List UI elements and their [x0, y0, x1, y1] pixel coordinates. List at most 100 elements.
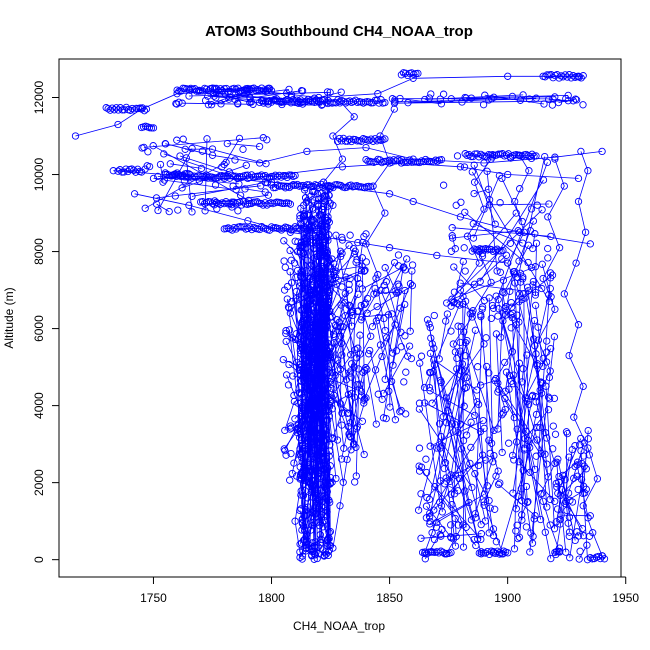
series-line	[407, 97, 537, 104]
data-point	[310, 98, 319, 106]
data-point	[257, 171, 266, 179]
data-point	[284, 199, 293, 207]
data-point	[340, 97, 348, 106]
data-point	[439, 413, 447, 421]
data-point	[363, 294, 372, 303]
series-line	[583, 430, 589, 487]
series-line	[304, 208, 313, 284]
series-line	[420, 533, 482, 539]
data-point	[358, 285, 367, 293]
data-point	[197, 164, 206, 173]
data-point	[560, 182, 568, 190]
series-line	[521, 281, 534, 382]
data-point	[475, 153, 483, 161]
series-line	[506, 372, 532, 534]
data-point	[321, 198, 329, 206]
data-point	[291, 259, 299, 267]
series-line	[227, 143, 260, 147]
data-point	[387, 377, 396, 386]
data-point	[286, 246, 294, 255]
data-point	[292, 295, 300, 303]
data-point	[201, 96, 210, 105]
data-point	[552, 479, 560, 488]
data-point	[447, 548, 455, 557]
data-point	[461, 208, 469, 216]
series-line	[300, 274, 317, 381]
data-point	[455, 474, 463, 483]
data-point	[350, 113, 358, 121]
data-point	[263, 136, 271, 144]
data-point	[380, 314, 388, 323]
data-point	[198, 198, 207, 206]
data-point	[188, 192, 196, 201]
data-point	[456, 213, 465, 221]
data-point	[172, 99, 180, 108]
data-point	[555, 74, 563, 82]
data-point	[149, 174, 158, 183]
data-point	[275, 97, 283, 105]
data-point	[561, 499, 569, 508]
series-line	[488, 297, 494, 462]
series-line	[143, 137, 264, 148]
data-point	[396, 304, 405, 312]
data-point	[327, 380, 335, 388]
data-point	[550, 394, 559, 403]
series-line	[454, 518, 457, 537]
data-point	[360, 396, 368, 404]
series-line	[318, 210, 326, 231]
series-line	[433, 359, 478, 391]
data-point	[439, 181, 448, 189]
series-line	[352, 242, 364, 312]
data-point	[585, 451, 593, 459]
data-point	[332, 280, 340, 288]
series-line	[322, 271, 334, 274]
data-point	[468, 247, 476, 255]
series-line	[424, 158, 492, 553]
data-point	[469, 307, 477, 315]
series-line	[451, 235, 456, 249]
data-point	[161, 140, 170, 148]
data-point	[409, 197, 417, 206]
series-line	[366, 369, 377, 425]
data-point	[538, 284, 546, 293]
data-point	[324, 213, 332, 221]
series-line	[480, 316, 492, 444]
data-point	[566, 554, 574, 562]
data-point	[426, 517, 434, 526]
data-point	[351, 478, 359, 486]
data-point	[545, 395, 554, 403]
data-point	[495, 171, 504, 180]
y-tick-label: 6000	[32, 315, 46, 342]
series-line	[521, 501, 529, 515]
data-point	[542, 358, 551, 366]
data-point	[480, 296, 489, 305]
data-point	[423, 493, 431, 502]
series-line	[533, 338, 551, 500]
data-point	[329, 201, 337, 209]
data-point	[416, 359, 424, 367]
series-line	[333, 395, 338, 441]
data-point	[522, 150, 530, 159]
data-point	[492, 538, 501, 546]
data-point	[471, 326, 480, 334]
data-point	[579, 502, 587, 510]
data-point	[539, 176, 548, 184]
data-point	[471, 510, 479, 518]
data-point	[296, 553, 304, 562]
data-point	[430, 311, 438, 320]
data-point	[457, 445, 466, 453]
data-point	[494, 312, 502, 320]
series-line	[376, 320, 396, 420]
data-point	[577, 147, 585, 156]
data-point	[232, 185, 240, 194]
data-point	[494, 388, 502, 396]
data-point	[468, 483, 476, 492]
x-axis-label: CH4_NOAA_trop	[293, 619, 385, 633]
data-point	[385, 190, 394, 198]
series-line	[497, 280, 504, 430]
data-point	[265, 84, 274, 93]
data-point	[531, 511, 539, 520]
data-point	[161, 169, 169, 177]
data-point	[568, 498, 577, 506]
data-point	[282, 371, 291, 379]
